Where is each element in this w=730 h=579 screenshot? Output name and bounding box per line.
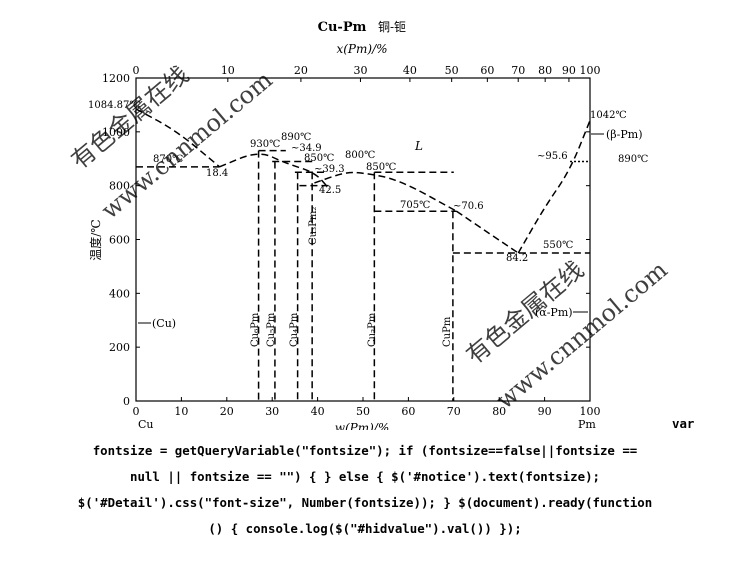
ann-temp-705: 705℃ <box>400 200 430 211</box>
liquidus-curves <box>135 108 591 254</box>
watermark-group: 有色金属在线 www.cnnmol.com 有色金属在线 www.cnnmol.… <box>66 61 673 415</box>
top-tick-label-0: 0 <box>133 64 140 77</box>
compound-label-cupm: CuPm <box>442 316 453 347</box>
code-line-1: fontsize = getQueryVariable("fontsize");… <box>92 443 638 458</box>
top-tick-label-30: 30 <box>353 64 367 77</box>
liquidus-curve-4 <box>517 120 591 254</box>
code-line-3: $('#Detail').css("font-size", Number(fon… <box>77 495 653 510</box>
invariant-lines <box>136 149 590 254</box>
diagram-title-cn: 铜-钷 <box>378 19 406 34</box>
ann-comp-70-6: ~70.6 <box>453 201 484 212</box>
compound-label-cu2pm: Cu₂Pm <box>367 312 378 347</box>
y-tick-label-800: 800 <box>109 180 130 193</box>
ann-temp-550: 550℃ <box>543 240 573 251</box>
ann-peak-890: 890℃ <box>281 132 311 143</box>
compound-label-cu6pm: Cu₆Pm <box>250 312 261 347</box>
bottom-tick-label-70: 70 <box>447 405 461 418</box>
label-pm-end: Pm <box>578 418 596 430</box>
liquidus-curve-0 <box>135 108 221 168</box>
ann-comp-34-9: ~34.9 <box>291 143 322 154</box>
compound-label-cu3pm2: Cu₃Pm₂ <box>308 207 319 245</box>
bottom-axis-ticks: 0 10 20 30 40 50 60 70 80 90 100 <box>133 397 601 418</box>
bottom-tick-label-0: 0 <box>133 405 140 418</box>
top-tick-label-50: 50 <box>445 64 459 77</box>
ann-pm-transition: 890℃ <box>618 154 648 165</box>
ann-comp-39-3: ~39.3 <box>314 164 345 175</box>
phase-label-beta-pm: (β-Pm) <box>606 128 643 141</box>
top-axis-title: x(Pm)/% <box>336 42 387 56</box>
ann-cu-melting: 1084.87℃ <box>88 100 141 111</box>
liquidus-curve-3 <box>456 210 519 254</box>
top-axis-ticks: 0 10 20 30 40 50 60 70 80 90 100 <box>133 64 601 82</box>
ann-peak-930: 930℃ <box>250 139 280 150</box>
y-axis-ticks: 0 200 400 600 800 1000 1200 <box>102 72 590 408</box>
phase-label-alpha-pm: (α-Pm) <box>535 306 573 319</box>
bottom-tick-label-30: 30 <box>265 405 279 418</box>
label-cu-end: Cu <box>138 418 154 430</box>
ann-comp-95-6: ~95.6 <box>537 151 568 162</box>
y-tick-label-1000: 1000 <box>102 126 130 139</box>
bottom-tick-label-20: 20 <box>220 405 234 418</box>
phase-label-cu-solid: (Cu) <box>152 317 176 330</box>
top-tick-label-80: 80 <box>538 64 552 77</box>
bottom-tick-label-90: 90 <box>538 405 552 418</box>
top-tick-label-40: 40 <box>403 64 417 77</box>
top-tick-label-70: 70 <box>511 64 525 77</box>
phase-label-liquid: L <box>414 139 423 153</box>
ann-peak-800: 800℃ <box>345 150 375 161</box>
compound-lines <box>257 150 454 401</box>
top-tick-label-100: 100 <box>580 64 601 77</box>
ann-temp-850a: 850℃ <box>304 153 334 164</box>
y-tick-label-400: 400 <box>109 287 130 300</box>
ann-comp-84-2: 84.2 <box>506 253 528 264</box>
code-line-4: () { console.log($("#hidvalue").val()) }… <box>208 521 522 536</box>
bottom-tick-label-40: 40 <box>311 405 325 418</box>
top-tick-label-10: 10 <box>221 64 235 77</box>
ann-pm-melting: 1042℃ <box>590 110 627 121</box>
y-tick-label-200: 200 <box>109 341 130 354</box>
bottom-tick-label-60: 60 <box>401 405 415 418</box>
y-tick-label-600: 600 <box>109 234 130 247</box>
bottom-tick-label-80: 80 <box>492 405 506 418</box>
ann-comp-42-5: 42.5 <box>319 185 341 196</box>
liquidus-curve-1 <box>219 153 330 189</box>
top-tick-label-60: 60 <box>480 64 494 77</box>
y-tick-label-0: 0 <box>123 395 130 408</box>
bottom-tick-label-10: 10 <box>174 405 188 418</box>
bottom-tick-label-100: 100 <box>580 405 601 418</box>
y-axis-title: 温度/℃ <box>88 219 103 260</box>
code-line-start: var <box>672 416 695 431</box>
cu-pm-phase-diagram: 有色金属在线 www.cnnmol.com 有色金属在线 www.cnnmol.… <box>66 19 673 430</box>
y-tick-label-1200: 1200 <box>102 72 130 85</box>
ann-eutectic-870: 870℃ <box>153 154 183 165</box>
ann-temp-850b: 850℃ <box>366 162 396 173</box>
compound-label-cu4pm: Cu₄Pm <box>289 312 300 347</box>
compound-label-cu5pm: Cu₅Pm <box>266 312 277 347</box>
diagram-title: Cu-Pm <box>318 20 367 35</box>
top-tick-label-20: 20 <box>294 64 308 77</box>
bottom-tick-label-50: 50 <box>356 405 370 418</box>
code-line-2: null || fontsize == "") { } else { $('#n… <box>130 469 600 484</box>
ann-comp-18-4: 18.4 <box>206 168 228 179</box>
bottom-axis-title: w(Pm)/% <box>335 421 390 430</box>
top-tick-label-90: 90 <box>562 64 576 77</box>
